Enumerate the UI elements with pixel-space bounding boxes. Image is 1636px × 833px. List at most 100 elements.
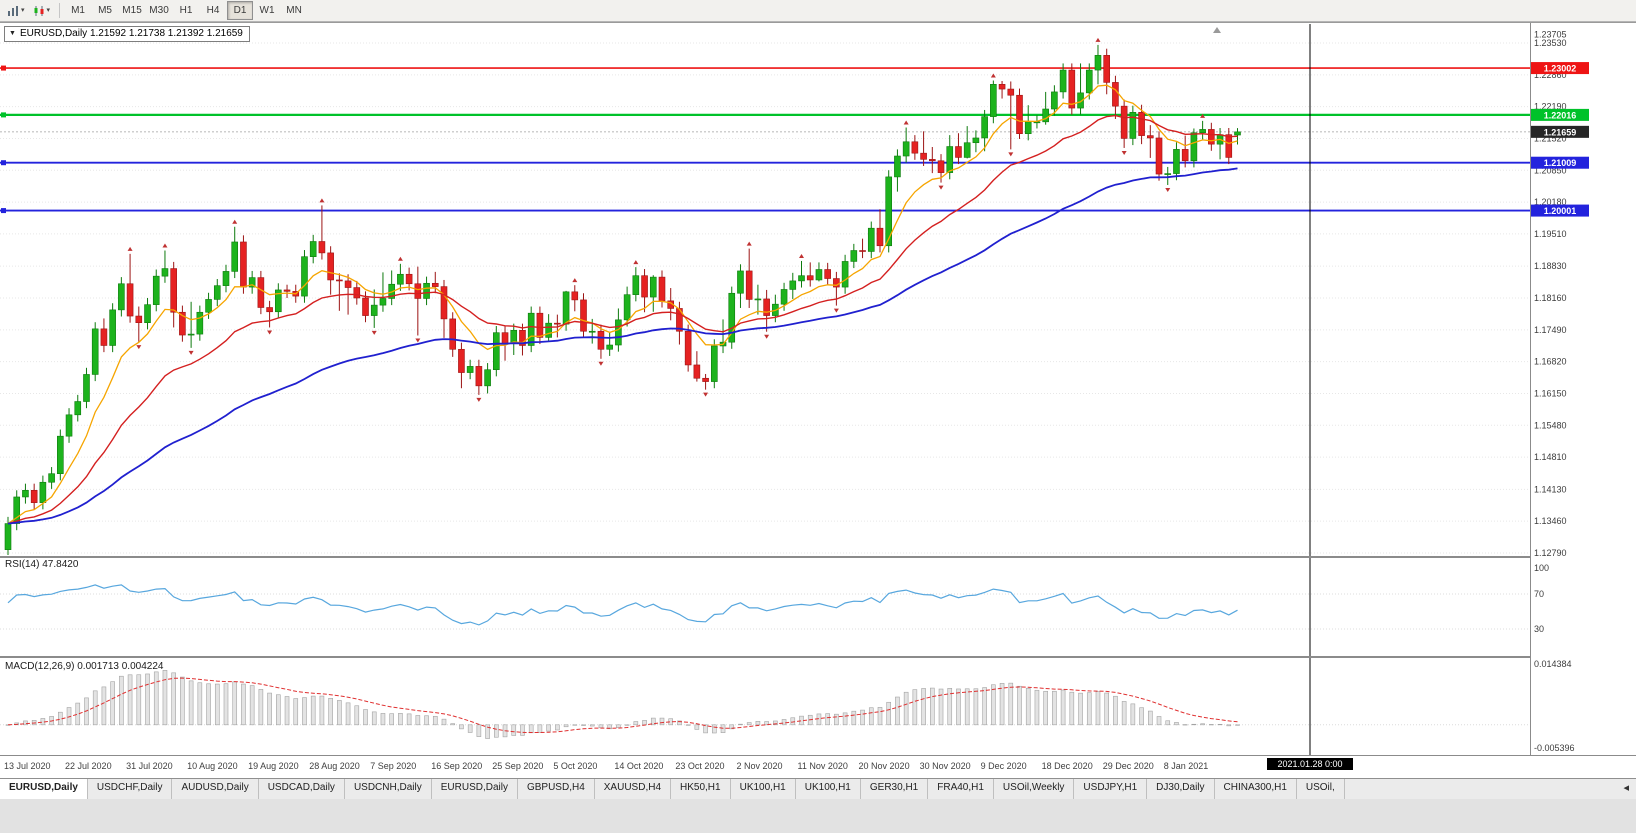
timeframe-button-m30[interactable]: M30: [146, 1, 172, 20]
svg-text:23 Oct 2020: 23 Oct 2020: [675, 761, 724, 771]
current-price-badge: 1.21659: [1531, 125, 1589, 138]
svg-text:1.23530: 1.23530: [1534, 38, 1567, 48]
rsi-line: [7, 584, 1238, 626]
chart-tabs-bar: EURUSD,Daily USDCHF,Daily AUDUSD,Daily USDC…: [0, 778, 1636, 799]
svg-text:2 Nov 2020: 2 Nov 2020: [736, 761, 782, 771]
svg-text:1.23705: 1.23705: [1534, 30, 1567, 40]
candlesticks[interactable]: [4, 44, 1241, 556]
chart-tab-uk100-h1[interactable]: UK100,H1: [795, 779, 861, 799]
chart-tab-uk100-h1[interactable]: UK100,H1: [730, 779, 796, 799]
chart-tab-usoil[interactable]: USOil,: [1296, 779, 1345, 799]
timeframe-button-m5[interactable]: M5: [92, 1, 118, 20]
svg-text:10 Aug 2020: 10 Aug 2020: [187, 761, 238, 771]
svg-text:1.20001: 1.20001: [1544, 206, 1577, 216]
line-handle-icon[interactable]: [1, 65, 6, 71]
timeframe-button-h4[interactable]: H4: [200, 1, 226, 20]
chart-title-text: EURUSD,Daily 1.21592 1.21738 1.21392 1.2…: [19, 28, 243, 39]
svg-text:1.14130: 1.14130: [1534, 484, 1567, 494]
macd-signal-line: [7, 677, 1238, 733]
svg-text:1.22016: 1.22016: [1544, 110, 1577, 120]
timeframe-button-w1[interactable]: W1: [254, 1, 280, 20]
chevron-down-icon: ▾: [21, 7, 25, 14]
timeframe-button-h1[interactable]: H1: [173, 1, 199, 20]
price-badge-1.22016: 1.22016: [1531, 108, 1589, 121]
splitter-rsi-macd[interactable]: [0, 656, 1636, 658]
svg-text:1.19510: 1.19510: [1534, 229, 1567, 239]
timeframe-button-m1[interactable]: M1: [65, 1, 91, 20]
price-badge-1.21009: 1.21009: [1531, 156, 1589, 169]
chart-title-box: ▼ EURUSD,Daily 1.21592 1.21738 1.21392 1…: [4, 26, 250, 42]
timeframe-buttons: M1 M5 M15 M30 H1 H4 D1 W1 MN: [65, 1, 307, 20]
price-badge-1.23002: 1.23002: [1531, 62, 1589, 75]
price-badge-1.20001: 1.20001: [1531, 204, 1589, 217]
svg-text:70: 70: [1534, 589, 1544, 599]
timeframe-button-d1[interactable]: D1: [227, 1, 254, 20]
bar-chart-icon: [8, 5, 18, 16]
chevron-down-icon: ▾: [46, 7, 51, 14]
price-axis[interactable]: [1531, 23, 1636, 755]
chart-tab-dj30-daily[interactable]: DJ30,Daily: [1147, 779, 1215, 799]
svg-text:8 Jan 2021: 8 Jan 2021: [1164, 761, 1209, 771]
svg-text:1.23002: 1.23002: [1544, 64, 1577, 74]
time-axis-border: [0, 755, 1636, 756]
svg-text:9 Dec 2020: 9 Dec 2020: [981, 761, 1027, 771]
svg-text:1.17490: 1.17490: [1534, 325, 1567, 335]
collapse-icon[interactable]: ▼: [9, 30, 16, 37]
svg-text:30: 30: [1534, 624, 1544, 634]
chart-tab-hk50-h1[interactable]: HK50,H1: [671, 779, 731, 799]
chart-tab-ger30-h1[interactable]: GER30,H1: [860, 779, 929, 799]
svg-text:1.16150: 1.16150: [1534, 388, 1567, 398]
new-chart-button[interactable]: ▾: [3, 1, 29, 20]
medium-ma-line: [7, 114, 1238, 525]
chart-type-button[interactable]: ▾: [29, 1, 55, 20]
svg-text:2021.01.28 0:00: 2021.01.28 0:00: [1277, 759, 1342, 769]
macd-histogram: [5, 670, 1240, 739]
line-handle-icon[interactable]: [1, 112, 6, 118]
toolbar-separator: [59, 3, 61, 18]
price-gridlines: [0, 42, 1530, 726]
svg-text:18 Dec 2020: 18 Dec 2020: [1042, 761, 1093, 771]
chart-tab-eurusd-daily[interactable]: EURUSD,Daily: [431, 779, 518, 799]
splitter-main-rsi[interactable]: [0, 556, 1636, 558]
window-top-border: [0, 22, 1636, 23]
svg-text:22 Jul 2020: 22 Jul 2020: [65, 761, 112, 771]
chart-tab-gbpusd-h4[interactable]: GBPUSD,H4: [517, 779, 595, 799]
chart-tab-usdchf-daily[interactable]: USDCHF,Daily: [87, 779, 173, 799]
svg-text:5 Oct 2020: 5 Oct 2020: [553, 761, 597, 771]
svg-text:1.12790: 1.12790: [1534, 548, 1567, 558]
macd-label: MACD(12,26,9) 0.001713 0.004224: [5, 661, 164, 672]
slow-ma-line: [7, 167, 1238, 525]
timeframe-button-m15[interactable]: M15: [119, 1, 145, 20]
time-axis-labels: 13 Jul 2020 22 Jul 2020 31 Jul 2020 10 Aug …: [4, 761, 1208, 771]
chart-tab-audusd-daily[interactable]: AUDUSD,Daily: [172, 779, 259, 799]
svg-text:1.22860: 1.22860: [1534, 70, 1567, 80]
svg-text:1.18160: 1.18160: [1534, 293, 1567, 303]
chart-tab-usoil-weekly[interactable]: USOil,Weekly: [993, 779, 1075, 799]
svg-text:1.21659: 1.21659: [1544, 127, 1577, 137]
svg-text:20 Nov 2020: 20 Nov 2020: [859, 761, 910, 771]
chart-tab-usdcad-daily[interactable]: USDCAD,Daily: [258, 779, 345, 799]
svg-text:1.21520: 1.21520: [1534, 133, 1567, 143]
svg-text:28 Aug 2020: 28 Aug 2020: [309, 761, 360, 771]
svg-text:1.20850: 1.20850: [1534, 165, 1567, 175]
svg-text:31 Jul 2020: 31 Jul 2020: [126, 761, 173, 771]
chart-tab-usdcnh-daily[interactable]: USDCNH,Daily: [344, 779, 432, 799]
chart-tab-usdjpy-h1[interactable]: USDJPY,H1: [1074, 779, 1148, 799]
tab-scroll-left-icon[interactable]: ◂: [1623, 782, 1629, 794]
chart-tab-fra40-h1[interactable]: FRA40,H1: [928, 779, 994, 799]
svg-text:1.18830: 1.18830: [1534, 261, 1567, 271]
svg-text:14 Oct 2020: 14 Oct 2020: [614, 761, 663, 771]
timeframe-button-mn[interactable]: MN: [281, 1, 307, 20]
chart-tab-eurusd-daily[interactable]: EURUSD,Daily: [0, 779, 88, 799]
fast-ma-line: [7, 84, 1238, 525]
chart-shift-icon[interactable]: [1213, 27, 1221, 33]
line-handle-icon[interactable]: [1, 160, 6, 166]
line-handle-icon[interactable]: [1, 208, 6, 214]
svg-text:1.15480: 1.15480: [1534, 420, 1567, 430]
chart-tab-china300-h1[interactable]: CHINA300,H1: [1214, 779, 1297, 799]
chart-tab-xauusd-h4[interactable]: XAUUSD,H4: [594, 779, 672, 799]
svg-text:16 Sep 2020: 16 Sep 2020: [431, 761, 482, 771]
svg-text:19 Aug 2020: 19 Aug 2020: [248, 761, 299, 771]
